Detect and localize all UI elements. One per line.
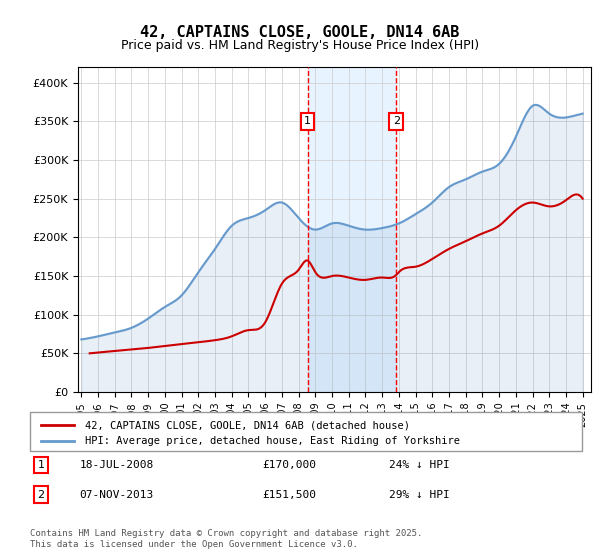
Text: 2: 2 (37, 489, 44, 500)
Text: 18-JUL-2008: 18-JUL-2008 (80, 460, 154, 470)
Text: 1: 1 (304, 116, 311, 127)
Text: 42, CAPTAINS CLOSE, GOOLE, DN14 6AB: 42, CAPTAINS CLOSE, GOOLE, DN14 6AB (140, 25, 460, 40)
FancyBboxPatch shape (30, 412, 582, 451)
Text: £170,000: £170,000 (262, 460, 316, 470)
Text: HPI: Average price, detached house, East Riding of Yorkshire: HPI: Average price, detached house, East… (85, 436, 460, 446)
Text: 24% ↓ HPI: 24% ↓ HPI (389, 460, 449, 470)
Text: 2: 2 (393, 116, 400, 127)
Text: Contains HM Land Registry data © Crown copyright and database right 2025.
This d: Contains HM Land Registry data © Crown c… (30, 529, 422, 549)
Text: £151,500: £151,500 (262, 489, 316, 500)
Text: 29% ↓ HPI: 29% ↓ HPI (389, 489, 449, 500)
Text: 1: 1 (38, 460, 44, 470)
Bar (308, 67, 397, 392)
Text: 07-NOV-2013: 07-NOV-2013 (80, 489, 154, 500)
Text: 42, CAPTAINS CLOSE, GOOLE, DN14 6AB (detached house): 42, CAPTAINS CLOSE, GOOLE, DN14 6AB (det… (85, 421, 410, 430)
Text: Price paid vs. HM Land Registry's House Price Index (HPI): Price paid vs. HM Land Registry's House … (121, 39, 479, 52)
